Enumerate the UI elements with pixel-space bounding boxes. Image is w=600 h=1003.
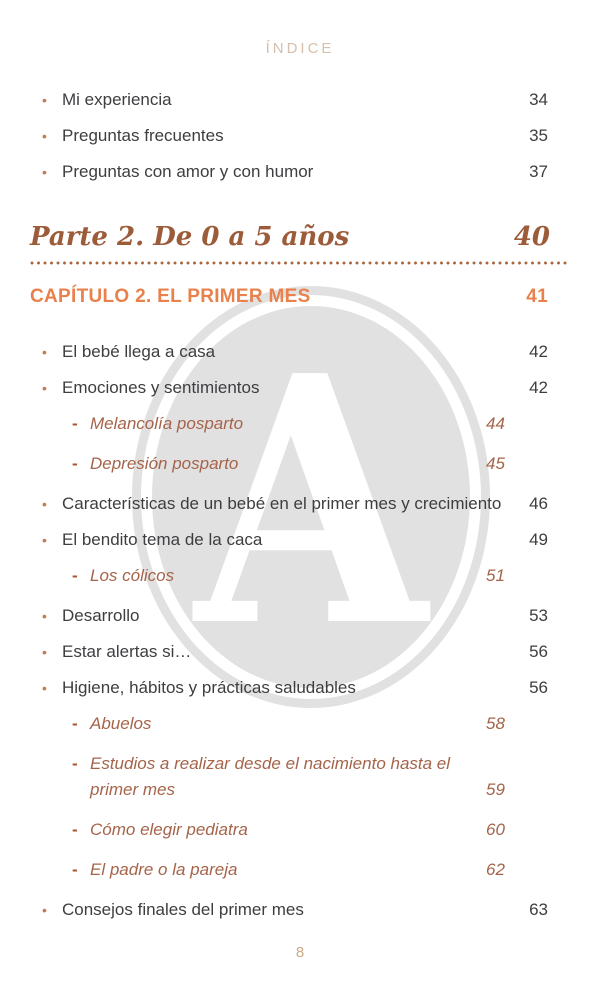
toc-entry-label: El bendito tema de la caca bbox=[62, 530, 263, 549]
toc-entry[interactable]: • Preguntas frecuentes 35 bbox=[42, 123, 570, 149]
toc-entry-bullet-icon: • bbox=[42, 532, 47, 548]
toc-entry-label: Consejos finales del primer mes bbox=[62, 900, 304, 919]
toc-entry-label: Cómo elegir pediatra bbox=[90, 820, 248, 839]
toc-entry[interactable]: • El bebé llega a casa 42 bbox=[42, 339, 570, 365]
toc-entry-bullet-icon: - bbox=[72, 860, 78, 879]
toc-entry-label: Desarrollo bbox=[62, 606, 140, 625]
part-heading-page-number: 40 bbox=[513, 222, 550, 252]
toc-entry-page-number: 42 bbox=[529, 342, 548, 361]
toc-entry-page-number: 35 bbox=[529, 126, 548, 145]
chapter-heading[interactable]: CAPÍTULO 2. EL PRIMER MES 41 bbox=[30, 285, 570, 309]
toc-entry-bullet-icon: • bbox=[42, 902, 47, 918]
toc-entry-label: Emociones y sentimientos bbox=[62, 378, 260, 397]
part-heading[interactable]: Parte 2. De 0 a 5 años 40 bbox=[30, 221, 570, 253]
toc-entry-bullet-icon: • bbox=[42, 608, 47, 624]
toc-entry-bullet-icon: - bbox=[72, 454, 78, 473]
watermark-letter-a: A bbox=[194, 303, 428, 702]
toc-entry-label: Depresión posparto bbox=[90, 454, 239, 473]
toc-entry[interactable]: • Higiene, hábitos y prácticas saludable… bbox=[42, 675, 570, 701]
toc-entry-label: Los cólicos bbox=[90, 566, 175, 585]
toc-entry-label: Preguntas frecuentes bbox=[62, 126, 224, 145]
toc-entry-bullet-icon: - bbox=[72, 414, 78, 433]
toc-entry-page-number: 37 bbox=[529, 162, 548, 181]
toc-entry-page-number: 62 bbox=[486, 860, 505, 879]
toc-entry-bullet-icon: • bbox=[42, 644, 47, 660]
toc-entry-page-number: 63 bbox=[529, 900, 548, 919]
toc-entry[interactable]: - El padre o la pareja 62 bbox=[72, 857, 570, 883]
toc-entry[interactable]: • Consejos finales del primer mes 63 bbox=[42, 897, 570, 923]
toc-entry-bullet-icon: - bbox=[72, 714, 78, 733]
toc-entry-bullet-icon: • bbox=[42, 496, 47, 512]
toc-entry[interactable]: - Cómo elegir pediatra 60 bbox=[72, 817, 570, 843]
toc-entry[interactable]: - Los cólicos 51 bbox=[72, 563, 570, 589]
toc-entry-label: Estar alertas si… bbox=[62, 642, 192, 661]
toc-entry-bullet-icon: • bbox=[42, 680, 47, 696]
toc-entry-label: Higiene, hábitos y prácticas saludables bbox=[62, 678, 356, 697]
toc-entry-label: Abuelos bbox=[90, 714, 152, 733]
toc-entry[interactable]: - Melancolía posparto 44 bbox=[72, 411, 570, 437]
toc-entry-bullet-icon: - bbox=[72, 754, 78, 773]
toc-entry[interactable]: • Desarrollo 53 bbox=[42, 603, 570, 629]
toc-entry[interactable]: - Estudios a realizar desde el nacimient… bbox=[72, 751, 570, 803]
toc-entry[interactable]: • Estar alertas si… 56 bbox=[42, 639, 570, 665]
toc-entry-label: Melancolía posparto bbox=[90, 414, 244, 433]
toc-entry-page-number: 56 bbox=[529, 642, 548, 661]
toc-entry-page-number: 42 bbox=[529, 378, 548, 397]
toc-entry-page-number: 34 bbox=[529, 90, 548, 109]
toc-entry[interactable]: • Características de un bebé en el prime… bbox=[42, 491, 570, 517]
toc-entry-bullet-icon: • bbox=[42, 92, 47, 108]
toc-chapter-list: • El bebé llega a casa 42 • Emociones y … bbox=[30, 339, 570, 923]
toc-entry-bullet-icon: - bbox=[72, 566, 78, 585]
toc-entry-page-number: 45 bbox=[486, 454, 505, 473]
chapter-heading-label: CAPÍTULO 2. EL PRIMER MES bbox=[30, 286, 311, 307]
toc-entry-page-number: 58 bbox=[486, 714, 505, 733]
watermark-ring bbox=[141, 295, 481, 699]
chapter-heading-page-number: 41 bbox=[526, 286, 548, 307]
toc-entry-page-number: 44 bbox=[486, 414, 505, 433]
toc-entry-page-number: 51 bbox=[486, 566, 505, 585]
toc-entry-label: Estudios a realizar desde el nacimiento … bbox=[90, 754, 451, 799]
toc-entry-bullet-icon: • bbox=[42, 164, 47, 180]
toc-entry-label: Características de un bebé en el primer … bbox=[62, 494, 502, 513]
toc-entry-bullet-icon: • bbox=[42, 380, 47, 396]
toc-entry[interactable]: - Depresión posparto 45 bbox=[72, 451, 570, 477]
toc-entry-label: El bebé llega a casa bbox=[62, 342, 216, 361]
toc-entry-bullet-icon: - bbox=[72, 820, 78, 839]
page-title: ÍNDICE bbox=[265, 40, 335, 57]
toc-entry-bullet-icon: • bbox=[42, 344, 47, 360]
toc-entry-label: El padre o la pareja bbox=[90, 860, 238, 879]
toc-entry-page-number: 56 bbox=[529, 678, 548, 697]
toc-entry-label: Preguntas con amor y con humor bbox=[62, 162, 314, 181]
toc-entry-page-number: 59 bbox=[486, 780, 505, 799]
footer-page-number: 8 bbox=[295, 944, 305, 961]
dotted-divider bbox=[30, 261, 570, 265]
toc-entry-page-number: 60 bbox=[486, 820, 505, 839]
toc-entry-label: Mi experiencia bbox=[62, 90, 172, 109]
toc-entry-bullet-icon: • bbox=[42, 128, 47, 144]
toc-entry-page-number: 53 bbox=[529, 606, 548, 625]
toc-entry[interactable]: • Emociones y sentimientos 42 bbox=[42, 375, 570, 401]
toc-entry[interactable]: • Preguntas con amor y con humor 37 bbox=[42, 159, 570, 185]
toc-top-list: • Mi experiencia 34 • Preguntas frecuent… bbox=[30, 87, 570, 185]
part-heading-label: Parte 2. De 0 a 5 años bbox=[30, 222, 350, 252]
toc-entry[interactable]: • Mi experiencia 34 bbox=[42, 87, 570, 113]
toc-entry[interactable]: • El bendito tema de la caca 49 bbox=[42, 527, 570, 553]
publisher-watermark: A bbox=[132, 286, 490, 708]
toc-entry-page-number: 49 bbox=[529, 530, 548, 549]
toc-entry[interactable]: - Abuelos 58 bbox=[72, 711, 570, 737]
toc-entry-page-number: 46 bbox=[529, 494, 548, 513]
